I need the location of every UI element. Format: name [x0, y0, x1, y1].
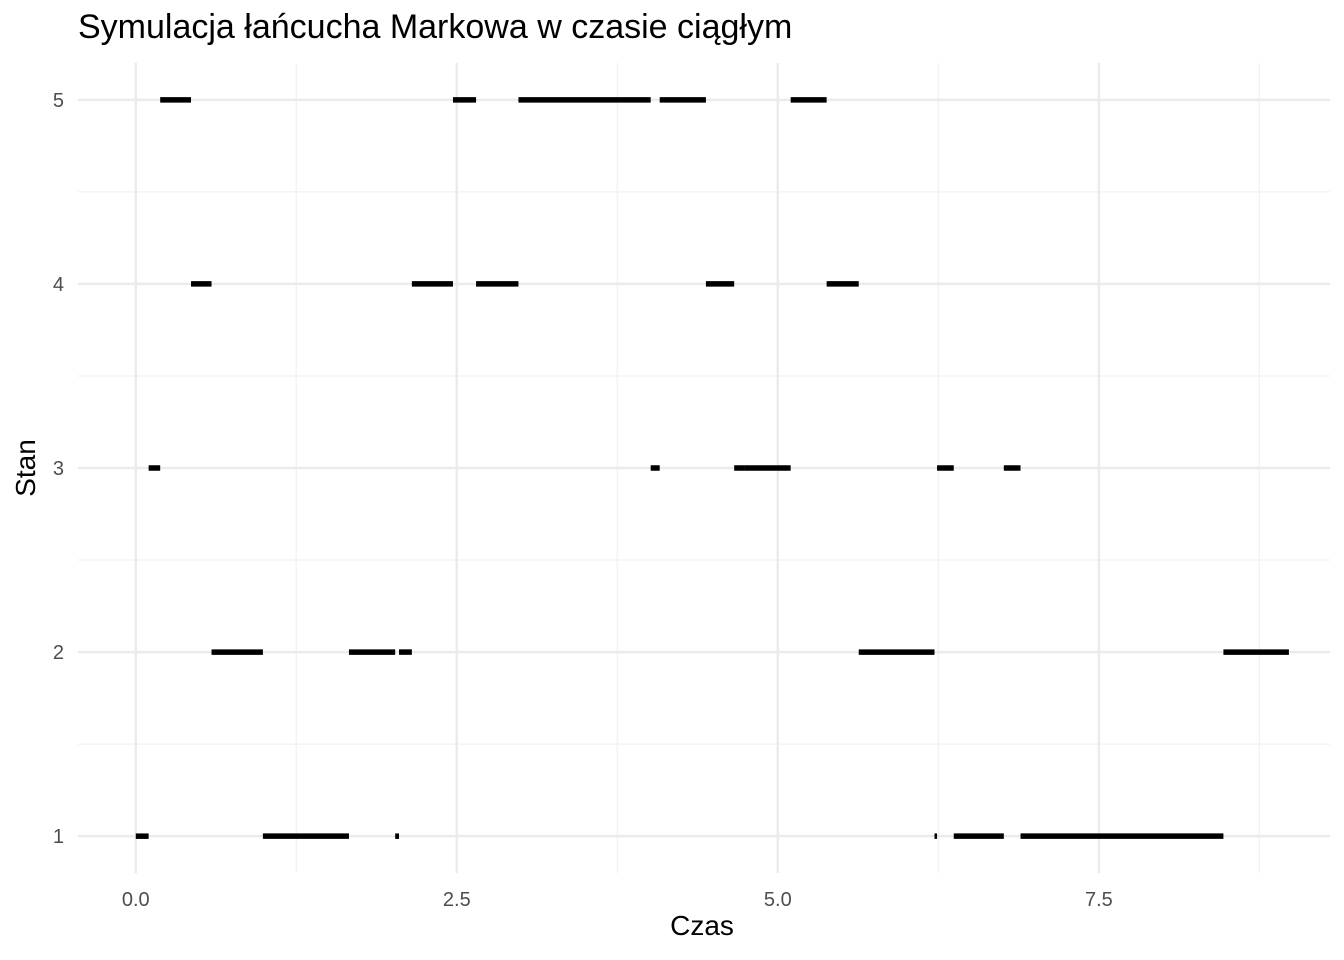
state-segments [135, 97, 1289, 839]
x-tick-label: 2.5 [443, 889, 471, 911]
y-tick-label: 4 [53, 274, 64, 296]
major-gridlines [78, 63, 1330, 873]
x-tick-label: 7.5 [1085, 889, 1113, 911]
x-axis-label: Czas [670, 910, 734, 941]
chart-title: Symulacja łańcucha Markowa w czasie ciąg… [78, 8, 793, 46]
x-tick-label: 5.0 [764, 889, 792, 911]
y-tick-label: 2 [53, 642, 64, 664]
y-axis-label: Stan [10, 439, 41, 497]
y-tick-label: 3 [53, 458, 64, 480]
y-tick-label: 1 [53, 826, 64, 848]
x-tick-label: 0.0 [122, 889, 150, 911]
y-tick-label: 5 [53, 90, 64, 112]
y-axis-ticks: 1 2 3 4 5 [53, 90, 64, 848]
x-axis-ticks: 0.0 2.5 5.0 7.5 [122, 889, 1113, 911]
